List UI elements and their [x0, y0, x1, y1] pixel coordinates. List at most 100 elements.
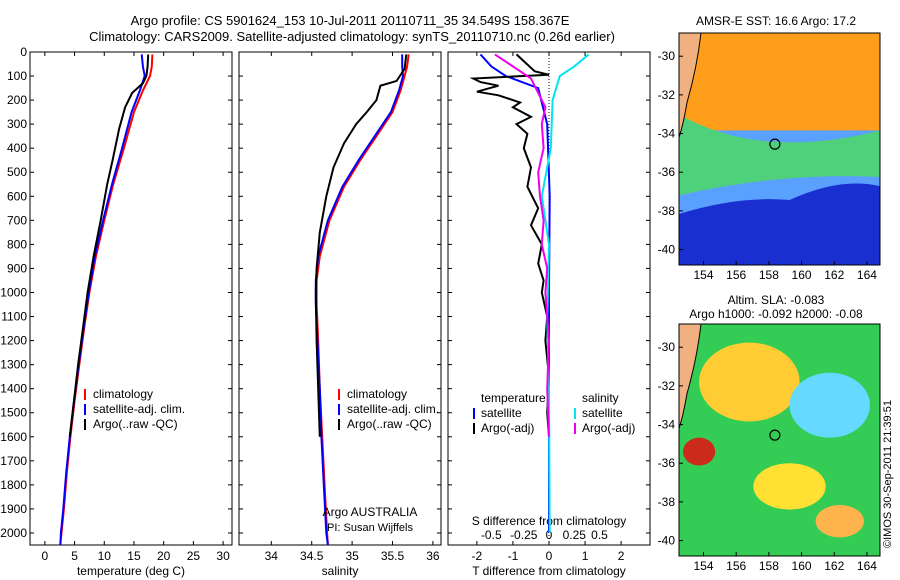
sla-map-title-2: Argo h1000: -0.092 h2000: -0.08	[689, 307, 863, 321]
depth-tick-label: 100	[7, 69, 27, 83]
depth-tick-label: 1000	[0, 285, 27, 299]
depth-tick-label: 700	[7, 213, 27, 227]
argo-position-marker	[769, 429, 781, 441]
depth-tick-label: 1800	[0, 478, 27, 492]
sla-anom-high-2	[753, 463, 826, 510]
map-frame	[678, 323, 881, 557]
depth-tick-label: 1600	[0, 430, 27, 444]
plot-frame	[238, 51, 442, 546]
depth-tick-label: 300	[7, 117, 27, 131]
x-tick-label: 30	[216, 549, 230, 563]
depth-tick-label: 900	[7, 261, 27, 275]
legend-label: satellite-adj. clim.	[347, 402, 439, 416]
map-lat-label: -30	[658, 49, 676, 63]
depth-tick-label: 800	[7, 237, 27, 251]
series-line-satellite-adj-clim-	[314, 54, 405, 546]
x-tick-label: 34.5	[300, 549, 324, 563]
depth-tick-label: 600	[7, 189, 27, 203]
x-tick-label: 35	[345, 549, 359, 563]
map-lat-label: -40	[658, 534, 676, 548]
x-tick-label: 0	[546, 549, 553, 563]
title-line-2: Climatology: CARS2009. Satellite-adjuste…	[89, 29, 615, 44]
x-tick-label: 0	[42, 549, 49, 563]
map-lon-label: 164	[857, 559, 877, 573]
map-frame	[678, 32, 881, 266]
depth-tick-label: 0	[20, 45, 27, 59]
map-lat-label: -40	[658, 243, 676, 257]
series-line-t-argo-adj-	[469, 53, 551, 437]
x-tick-label: 36	[426, 549, 440, 563]
x-axis-label: T difference from climatology	[472, 564, 626, 578]
map-lon-label: 160	[792, 559, 812, 573]
x-tick-label: 35.5	[381, 549, 405, 563]
sla-anom-high-3	[815, 504, 864, 538]
salinity-diff-tick-label: -0.5	[481, 528, 502, 542]
legend-label: temperature	[481, 391, 546, 405]
depth-tick-label: 1100	[1, 310, 27, 324]
legend-label: climatology	[347, 387, 407, 401]
map-lat-label: -32	[658, 379, 676, 393]
map-lon-label: 158	[759, 559, 779, 573]
depth-tick-label: 1500	[0, 406, 27, 420]
float-pi: PI: Susan Wijffels	[327, 522, 413, 534]
depth-tick-label: 2000	[0, 526, 27, 540]
map-lon-label: 162	[824, 559, 844, 573]
map-lon-label: 164	[857, 268, 877, 282]
depth-tick-label: 200	[7, 93, 27, 107]
series-line-s-argo-adj-	[494, 53, 551, 437]
title-line-1: Argo profile: CS 5901624_153 10-Jul-2011…	[130, 13, 570, 28]
x-tick-label: -1	[508, 549, 519, 563]
x-tick-label: 34	[265, 549, 279, 563]
salinity-diff-tick-label: 0.25	[563, 528, 587, 542]
legend-label: Argo(..raw -QC)	[93, 417, 178, 431]
depth-tick-label: 1700	[0, 454, 27, 468]
map-lon-label: 156	[726, 268, 746, 282]
map-lat-label: -38	[658, 204, 676, 218]
depth-tick-label: 1900	[0, 502, 27, 516]
series-line-argo	[314, 54, 408, 437]
map-lon-label: 154	[693, 559, 713, 573]
legend-label: salinity	[582, 391, 619, 405]
sst-map-title: AMSR-E SST: 16.6 Argo: 17.2	[696, 14, 856, 28]
sst-field-warm	[679, 33, 880, 131]
series-line-argo	[68, 54, 150, 437]
sst-field-cold	[679, 183, 880, 265]
plot-frame	[29, 51, 233, 546]
sla-map-title: Altim. SLA: -0.083	[728, 293, 825, 307]
salinity-diff-tick-label: 0.5	[591, 528, 608, 542]
map-lat-label: -34	[658, 418, 676, 432]
x-tick-label: 2	[618, 549, 625, 563]
map-lon-label: 158	[759, 268, 779, 282]
sla-anom-peak	[683, 437, 716, 466]
float-owner: Argo AUSTRALIA	[323, 505, 418, 519]
legend-label: Argo(-adj)	[582, 421, 635, 435]
sla-anom-low	[789, 372, 870, 438]
depth-tick-label: 400	[7, 141, 27, 155]
depth-tick-label: 1400	[0, 382, 27, 396]
map-lat-label: -30	[658, 340, 676, 354]
x-tick-label: 1	[582, 549, 589, 563]
map-lat-label: -32	[658, 88, 676, 102]
depth-tick-label: 500	[7, 165, 27, 179]
series-line-climatology	[315, 54, 410, 546]
map-lon-label: 154	[693, 268, 713, 282]
x-tick-label: 10	[98, 549, 112, 563]
series-line-climatology	[59, 54, 154, 546]
sla-map	[678, 323, 881, 557]
x-tick-label: -2	[472, 549, 483, 563]
map-lon-label: 160	[792, 268, 812, 282]
land-coast	[678, 323, 702, 429]
legend-label: satellite	[481, 406, 522, 420]
legend-label: Argo(..raw -QC)	[347, 417, 432, 431]
depth-tick-label: 1300	[0, 358, 27, 372]
sla-anom-high	[699, 342, 800, 422]
map-lon-label: 156	[726, 559, 746, 573]
sst-map	[678, 32, 881, 266]
salinity-diff-tick-label: 0	[546, 528, 553, 542]
x-tick-label: 5	[71, 549, 78, 563]
sst-field-front	[679, 114, 880, 196]
x-axis-label: temperature (deg C)	[77, 564, 185, 578]
series-line-satellite-adj-clim-	[59, 54, 146, 546]
x-tick-label: 25	[187, 549, 201, 563]
